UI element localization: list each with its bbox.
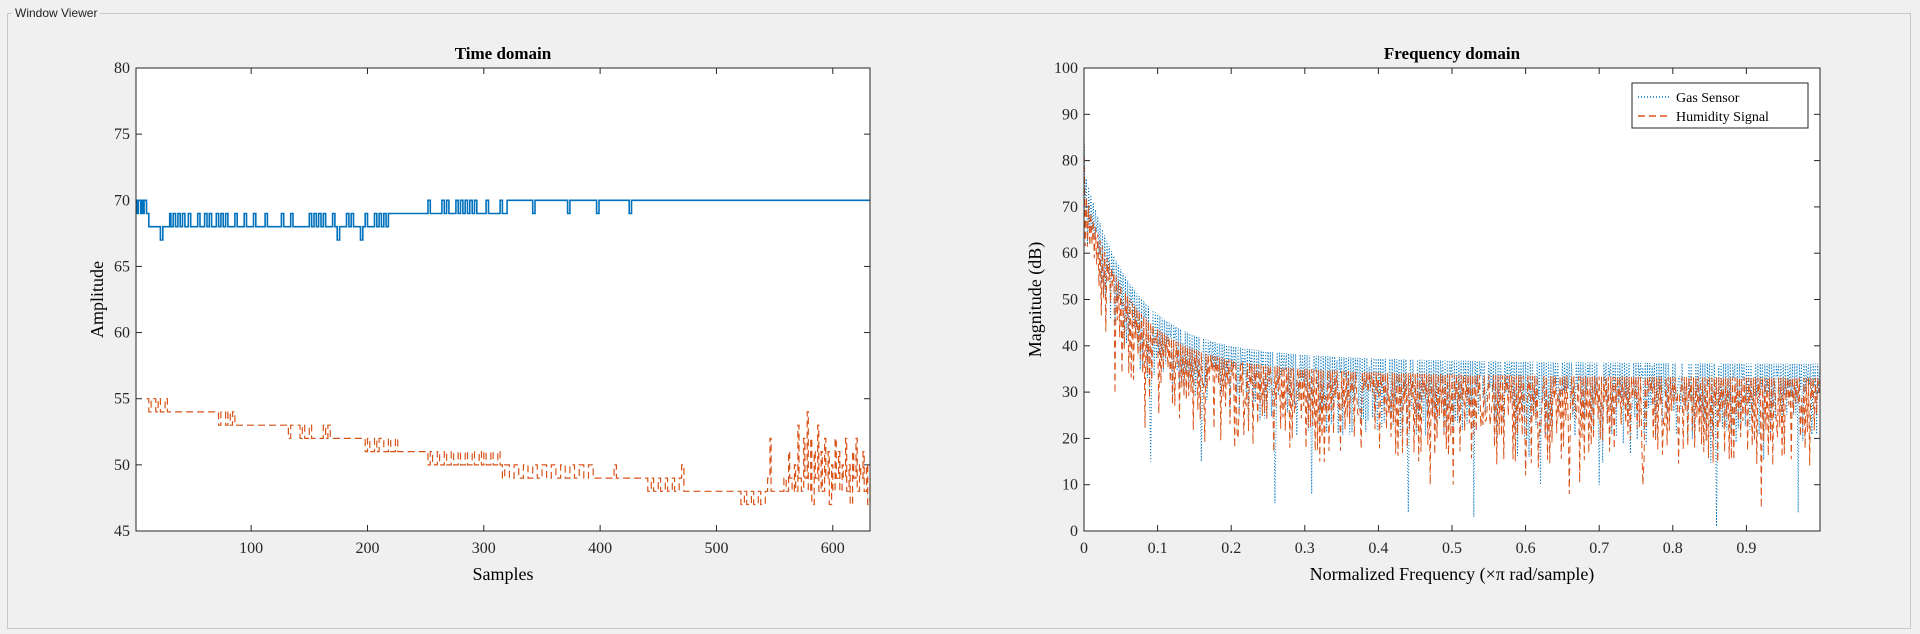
frequency-domain-ylabel: Magnitude (dB): [1025, 242, 1046, 357]
time-xtick-label: 100: [239, 540, 263, 557]
time-ytick-label: 75: [114, 126, 130, 143]
freq-series-line-humidity-signal[interactable]: [1083, 132, 1821, 508]
time-ytick-label: 70: [114, 192, 130, 209]
freq-ytick-label: 80: [1062, 153, 1078, 170]
time-ytick-label: 45: [114, 523, 130, 540]
freq-xtick-label: 0.1: [1148, 540, 1168, 557]
time-domain-ylabel: Amplitude: [87, 261, 107, 338]
freq-xtick-label: 0.8: [1663, 540, 1683, 557]
window-viewer-panel: [7, 13, 1911, 629]
freq-xtick-label: 0.7: [1589, 540, 1609, 557]
freq-axes-box: [1083, 67, 1821, 532]
freq-xtick-label: 0.4: [1368, 540, 1388, 557]
freq-xtick-label: 0.3: [1295, 540, 1315, 557]
window-viewer-title: Window Viewer: [12, 6, 101, 20]
frequency-domain-axes[interactable]: Frequency domain Normalized Frequency (×…: [1025, 44, 1821, 585]
freq-ytick-label: 30: [1062, 384, 1078, 401]
freq-xtick-label: 0.5: [1442, 540, 1462, 557]
time-xtick-label: 300: [472, 540, 496, 557]
time-domain-title: Time domain: [455, 44, 552, 63]
time-domain-xlabel: Samples: [473, 564, 534, 584]
freq-xtick-label: 0.2: [1221, 540, 1241, 557]
time-axes-box: [135, 67, 871, 532]
freq-ytick-label: 90: [1062, 106, 1078, 123]
time-axes-background: [136, 68, 870, 531]
freq-xtick-label: 0.6: [1516, 540, 1536, 557]
time-xtick-label: 200: [355, 540, 379, 557]
freq-ytick-label: 50: [1062, 292, 1078, 309]
legend-label-humidity-signal: Humidity Signal: [1676, 110, 1769, 125]
frequency-domain-xlabel: Normalized Frequency (×π rad/sample): [1310, 564, 1595, 585]
legend[interactable]: Gas Sensor Humidity Signal: [1631, 82, 1809, 129]
freq-ytick-label: 70: [1062, 199, 1078, 216]
freq-ytick-label: 60: [1062, 245, 1078, 262]
time-domain-axes[interactable]: Time domain Samples Amplitude 45 50 55 60 65…: [87, 44, 871, 584]
time-ytick-label: 50: [114, 457, 130, 474]
time-series-line-humidity-signal[interactable]: [146, 398, 871, 506]
time-ytick-label: 60: [114, 325, 130, 342]
time-xtick-label: 400: [588, 540, 612, 557]
legend-box: [1631, 82, 1809, 129]
frequency-domain-title: Frequency domain: [1384, 44, 1521, 63]
freq-xtick-label: 0.9: [1736, 540, 1756, 557]
time-xtick-label: 600: [821, 540, 845, 557]
freq-ytick-label: 100: [1054, 60, 1078, 77]
freq-ytick-label: 40: [1062, 338, 1078, 355]
legend-label-gas-sensor: Gas Sensor: [1676, 91, 1740, 106]
freq-ytick-label: 0: [1070, 523, 1078, 540]
freq-ytick-label: 20: [1062, 430, 1078, 447]
freq-ytick-label: 10: [1062, 477, 1078, 494]
time-ytick-label: 80: [114, 60, 130, 77]
time-xtick-label: 500: [704, 540, 728, 557]
time-ytick-label: 65: [114, 258, 130, 275]
time-ytick-label: 55: [114, 391, 130, 408]
time-series-line-gas-sensor[interactable]: [136, 199, 870, 241]
freq-xtick-label: 0: [1080, 540, 1088, 557]
freq-axes-background: [1084, 68, 1820, 531]
